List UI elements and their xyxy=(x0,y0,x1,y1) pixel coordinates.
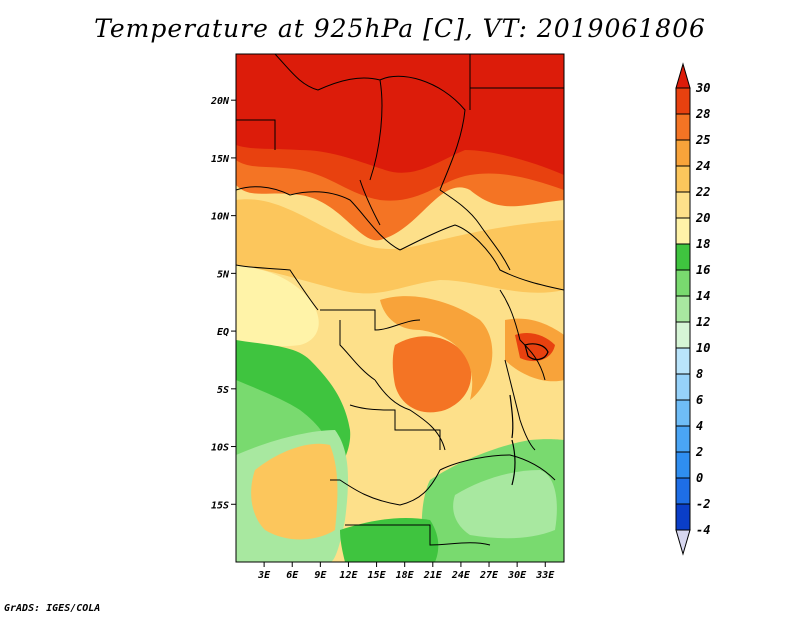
field-south-green xyxy=(340,518,439,562)
colorbar-label: 28 xyxy=(695,107,710,121)
colorbar-swatch xyxy=(675,399,691,427)
lat-tick-label: 15N xyxy=(211,154,230,165)
colorbar-label: 16 xyxy=(696,263,710,277)
lon-tick-label: 21E xyxy=(423,570,443,581)
field-southeast-mild xyxy=(453,470,557,539)
colorbar-label: 25 xyxy=(695,133,710,147)
colorbar-label: -2 xyxy=(696,497,710,511)
colorbar-label: 18 xyxy=(696,237,710,251)
colorbar-swatch xyxy=(675,113,691,141)
colorbar-swatch xyxy=(675,321,691,349)
lat-tick-label: EQ xyxy=(217,327,229,338)
field-gulf-coast xyxy=(236,265,319,347)
colorbar-swatch xyxy=(675,139,691,167)
colorbar-swatch xyxy=(675,191,691,219)
field-sahel xyxy=(236,199,564,294)
map-frame xyxy=(235,53,565,563)
colorbar-swatch xyxy=(675,425,691,453)
colorbar-label: 30 xyxy=(695,81,710,95)
lat-tick-label: 5N xyxy=(217,269,230,280)
colorbar-label: 0 xyxy=(696,471,703,485)
colorbar-swatch xyxy=(675,295,691,323)
longitude-axis: 3E 6E 9E 12E 15E 18E 21E 24E 27E 30E 33E xyxy=(257,562,555,581)
country-borders xyxy=(236,54,564,546)
colorbar-low-arrow xyxy=(675,529,691,556)
lat-tick-label: 20N xyxy=(210,96,230,107)
colorbar-label: 22 xyxy=(695,185,710,199)
colorbar-label: 24 xyxy=(695,159,710,173)
lon-tick-label: 30E xyxy=(507,570,527,581)
colorbar-swatch xyxy=(675,477,691,505)
lake-outlines xyxy=(509,343,549,486)
lon-tick-label: 27E xyxy=(479,570,499,581)
colorbar-label: 14 xyxy=(696,289,710,303)
field-congo-hot xyxy=(392,336,472,413)
colorbar-label: 10 xyxy=(696,341,710,355)
colorbar-label: 12 xyxy=(696,315,710,329)
lat-tick-label: 10N xyxy=(211,212,230,223)
lon-tick-label: 6E xyxy=(286,570,299,581)
lon-tick-label: 9E xyxy=(314,570,327,581)
lat-tick-label: 5S xyxy=(217,385,229,396)
latitude-axis: 20N 15N 10N 5N EQ 5S 10S 15S xyxy=(210,96,236,511)
colorbar-swatch xyxy=(675,269,691,297)
colorbar-label: 6 xyxy=(696,393,703,407)
lat-tick-label: 10S xyxy=(211,443,229,454)
field-namibia-warm xyxy=(251,443,338,540)
colorbar-label: -4 xyxy=(696,523,710,537)
colorbar-swatch xyxy=(675,87,691,115)
colorbar-swatch xyxy=(675,165,691,193)
lon-tick-label: 12E xyxy=(339,570,358,581)
lon-tick-label: 18E xyxy=(396,570,415,581)
colorbar-label: 20 xyxy=(695,211,710,225)
colorbar-label: 4 xyxy=(696,419,703,433)
colorbar-swatch xyxy=(675,347,691,375)
colorbar-high-arrow xyxy=(675,62,691,89)
lat-tick-label: 15S xyxy=(211,500,229,511)
colorbar-label: 8 xyxy=(696,367,703,381)
lon-tick-label: 3E xyxy=(257,570,271,581)
credit-label: GrADS: IGES/COLA xyxy=(4,603,101,614)
temperature-field xyxy=(236,54,564,562)
colorbar-swatch xyxy=(675,217,691,245)
field-hottest-north xyxy=(236,54,564,175)
lon-tick-label: 15E xyxy=(368,570,387,581)
map-title: Temperature at 925hPa [C], VT: 201906180… xyxy=(94,14,706,43)
colorbar-swatch xyxy=(675,503,691,531)
colorbar-swatch xyxy=(675,373,691,401)
field-lakes-hot xyxy=(515,333,555,362)
colorbar-swatch xyxy=(675,243,691,271)
colorbar-label: 2 xyxy=(695,445,703,459)
lon-tick-label: 33E xyxy=(535,570,555,581)
colorbar-swatch xyxy=(675,451,691,479)
lon-tick-label: 24E xyxy=(451,570,471,581)
